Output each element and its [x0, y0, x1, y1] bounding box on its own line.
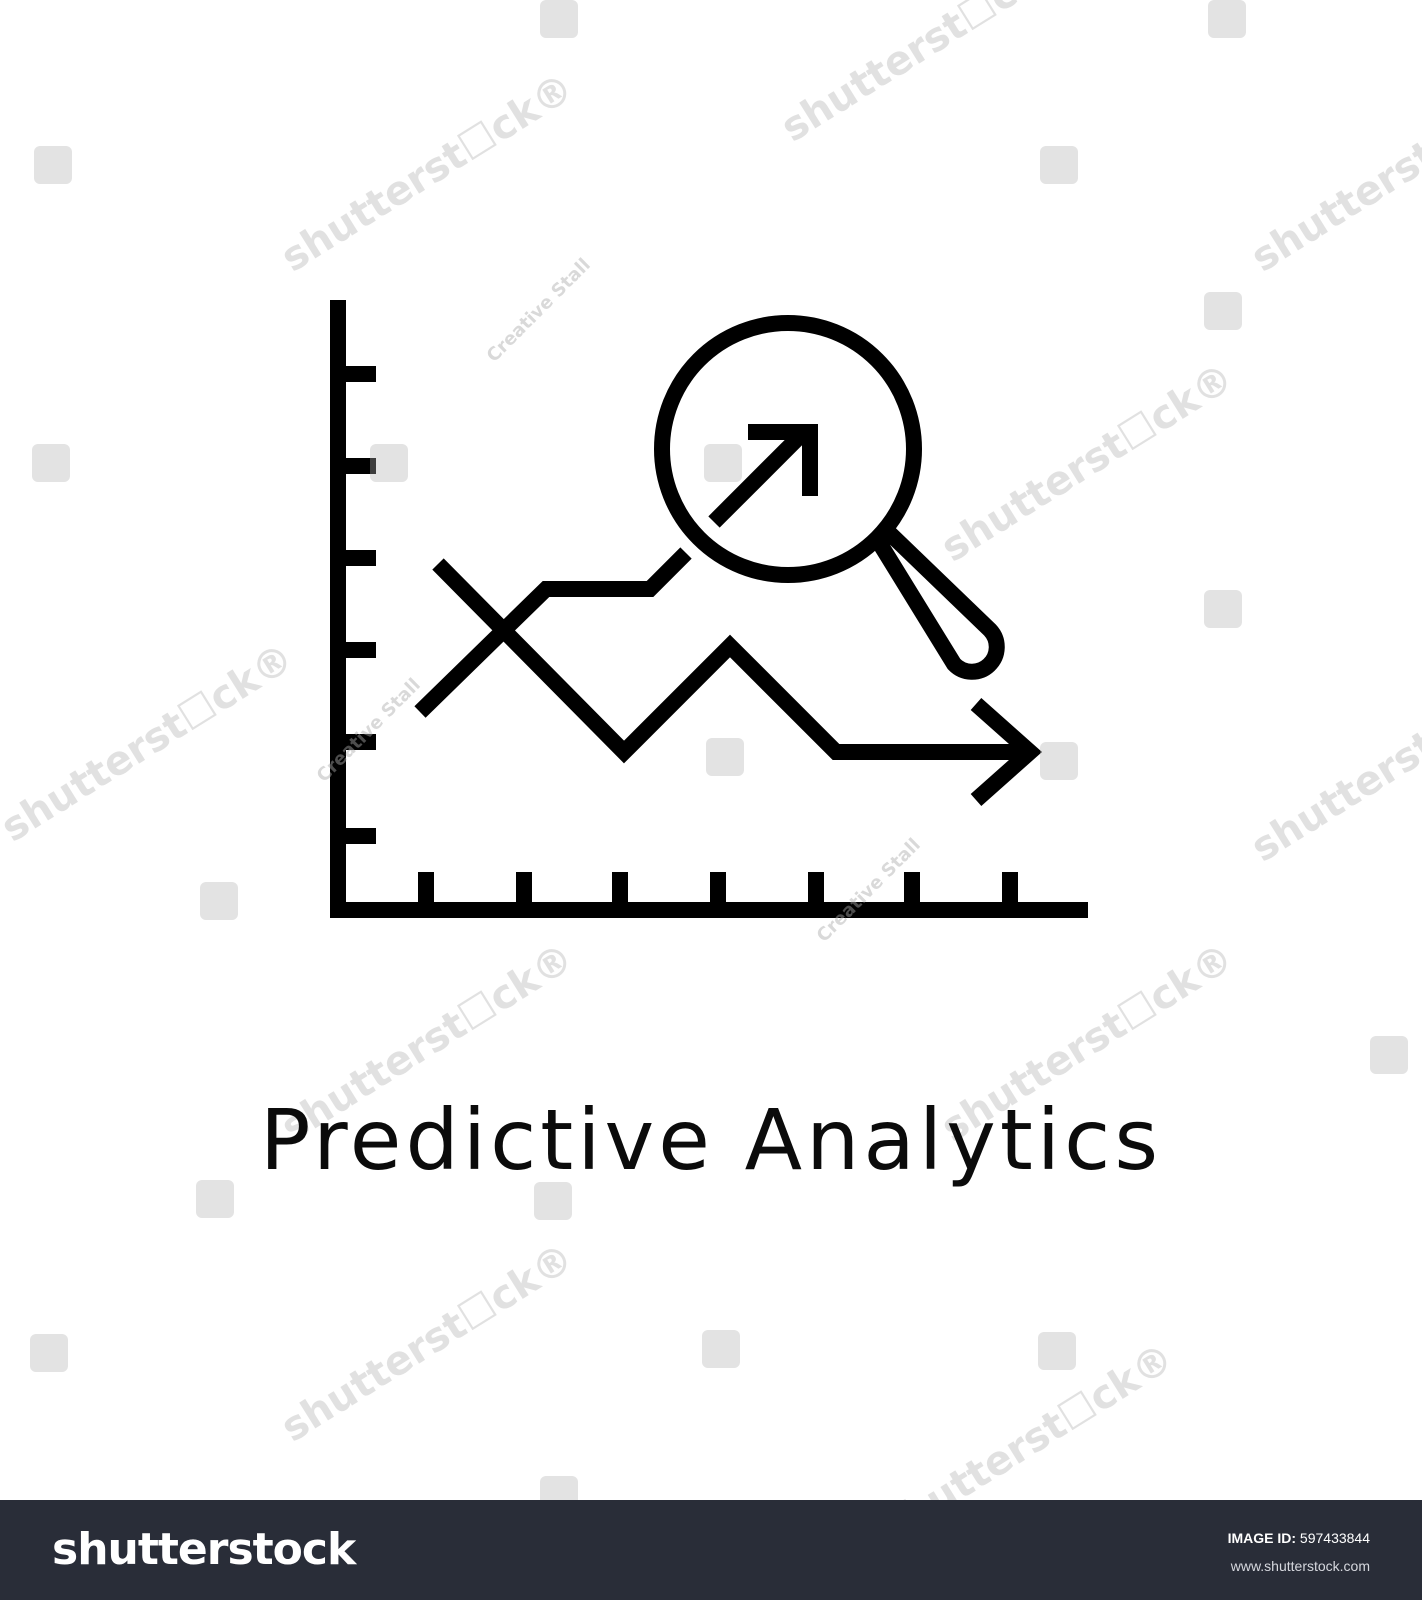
rising-trend-line	[414, 547, 692, 718]
predictive-analytics-icon	[330, 300, 1088, 918]
y-axis-ticks	[338, 366, 376, 844]
magnifier-lens	[654, 315, 922, 583]
image-id-value: 597433844	[1299, 1530, 1370, 1546]
footer-bar: shutterstock IMAGE ID: 597433844 www.shu…	[0, 1500, 1422, 1600]
image-id-label: IMAGE ID:	[1227, 1530, 1297, 1546]
footer-url[interactable]: www.shutterstock.com	[1230, 1558, 1370, 1574]
arrow-right-icon	[970, 698, 1043, 806]
magnifier-handle	[867, 518, 1005, 680]
x-axis-ticks	[418, 872, 1018, 910]
caption-title: Predictive Analytics	[259, 1091, 1163, 1189]
arrow-up-right-head	[748, 424, 818, 496]
shutterstock-logo[interactable]: shutterstock	[52, 1524, 356, 1575]
arrow-up-right-icon	[708, 424, 812, 528]
image-id: IMAGE ID: 597433844	[1228, 1530, 1370, 1546]
falling-trend-line	[432, 558, 1030, 764]
